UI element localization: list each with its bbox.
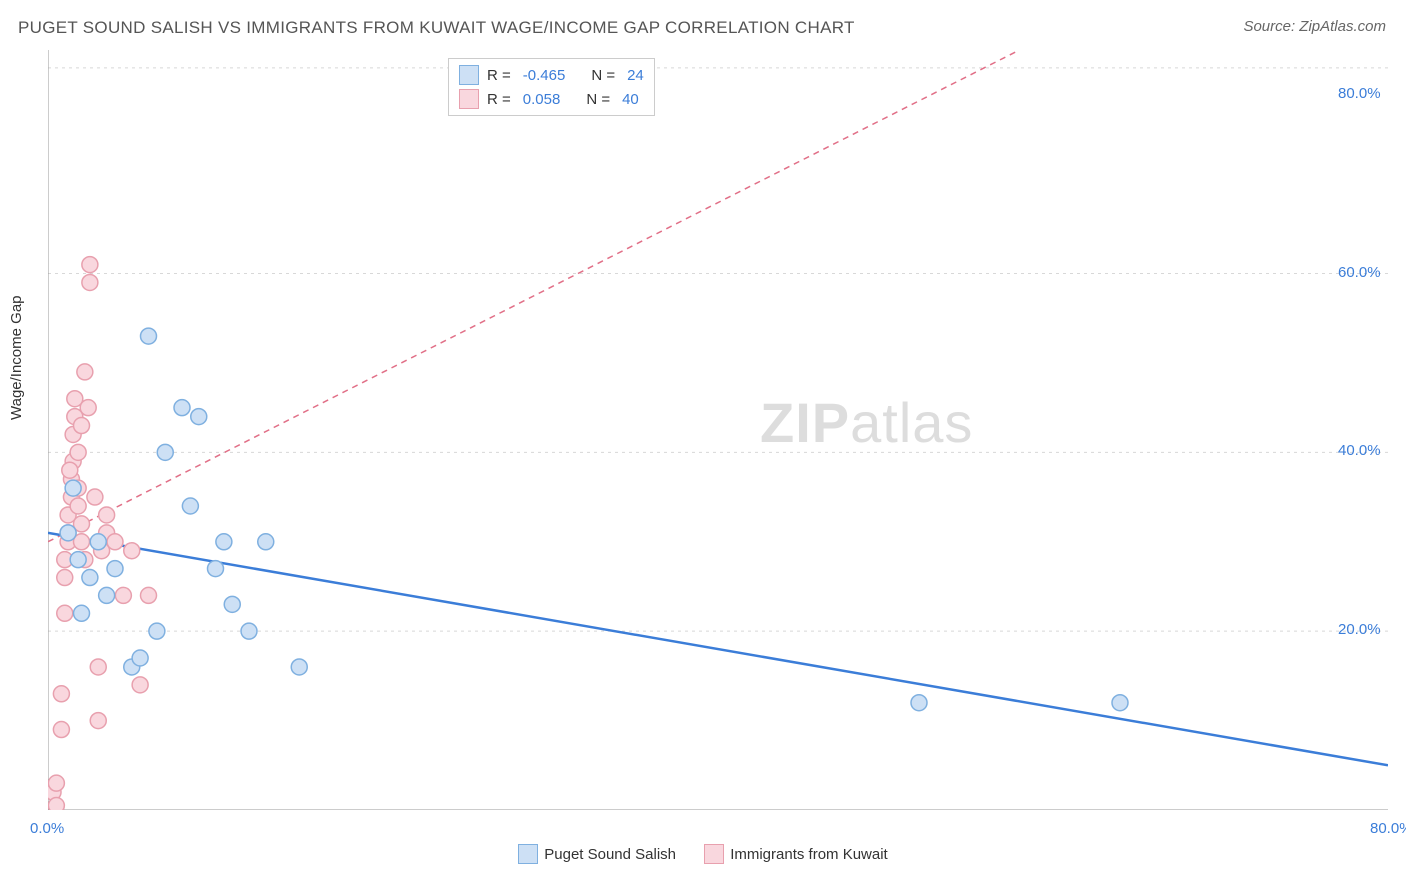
chart-title: PUGET SOUND SALISH VS IMMIGRANTS FROM KU… [18, 18, 855, 38]
legend-label-series2: Immigrants from Kuwait [730, 846, 888, 863]
r-label: R = [487, 67, 511, 84]
axis-tick-label: 0.0% [30, 820, 64, 837]
legend-swatch-pink [704, 844, 724, 864]
n-label: N = [591, 67, 615, 84]
n-value-1: 24 [627, 67, 644, 84]
axis-tick-label: 80.0% [1370, 820, 1406, 837]
source-attribution: Source: ZipAtlas.com [1243, 18, 1386, 35]
legend-item-series2: Immigrants from Kuwait [704, 844, 888, 864]
legend-swatch-blue [518, 844, 538, 864]
r-label: R = [487, 91, 511, 108]
legend-swatch-blue [459, 65, 479, 85]
r-value-2: 0.058 [523, 91, 561, 108]
axis-tick-label: 40.0% [1338, 442, 1381, 459]
r-value-1: -0.465 [523, 67, 566, 84]
n-value-2: 40 [622, 91, 639, 108]
chart-container: PUGET SOUND SALISH VS IMMIGRANTS FROM KU… [0, 0, 1406, 892]
legend-row-series2: R = 0.058 N = 40 [459, 87, 644, 111]
y-axis-label: Wage/Income Gap [8, 295, 25, 420]
n-label: N = [586, 91, 610, 108]
legend-item-series1: Puget Sound Salish [518, 844, 676, 864]
axis-tick-label: 80.0% [1338, 85, 1381, 102]
legend-swatch-pink [459, 89, 479, 109]
series-legend: Puget Sound Salish Immigrants from Kuwai… [0, 844, 1406, 868]
scatter-plot [48, 50, 1388, 810]
axis-tick-label: 60.0% [1338, 264, 1381, 281]
correlation-legend: R = -0.465 N = 24 R = 0.058 N = 40 [448, 58, 655, 116]
axis-tick-label: 20.0% [1338, 621, 1381, 638]
legend-row-series1: R = -0.465 N = 24 [459, 63, 644, 87]
legend-label-series1: Puget Sound Salish [544, 846, 676, 863]
